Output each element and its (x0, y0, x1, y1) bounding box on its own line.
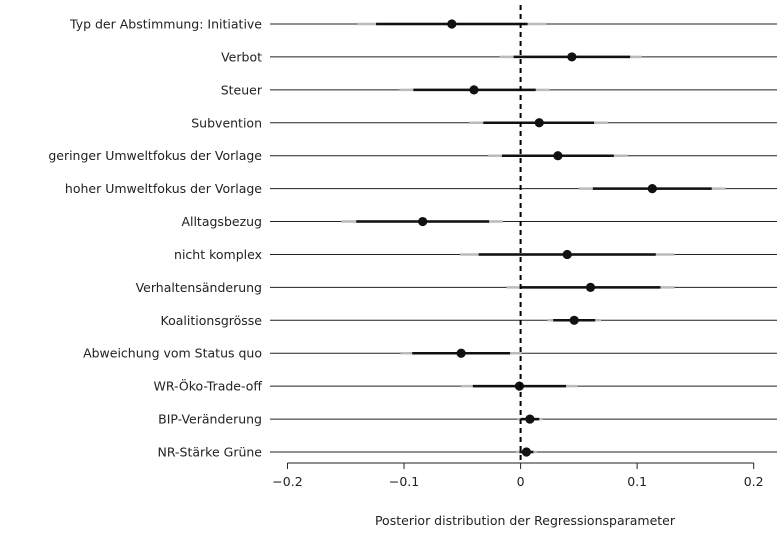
mean-point (521, 447, 532, 457)
mean-point (525, 414, 535, 424)
forest-row: Abweichung vom Status quo (83, 346, 777, 361)
mean-point (456, 348, 466, 358)
forest-row: Subvention (191, 115, 777, 130)
x-axis: −0.2 −0.1 0 0.1 0.2 (272, 462, 764, 489)
row-label: geringer Umweltfokus der Vorlage (48, 148, 262, 163)
x-tick-label: 0 (517, 474, 525, 489)
row-label: Abweichung vom Status quo (83, 346, 262, 361)
forest-row: nicht komplex (174, 247, 777, 262)
mean-point (534, 118, 544, 128)
mean-point (418, 216, 428, 227)
row-label: nicht komplex (174, 247, 262, 262)
mean-point (585, 282, 596, 292)
forest-row: BIP-Veränderung (158, 412, 777, 427)
forest-row: WR-Öko-Trade-off (154, 378, 777, 394)
forest-row: Koalitionsgrösse (161, 313, 777, 328)
forest-row: Verhaltensänderung (136, 280, 777, 295)
row-label: Typ der Abstimmung: Initiative (69, 17, 262, 32)
forest-row: Steuer (221, 82, 777, 97)
forest-row: Verbot (221, 49, 777, 64)
forest-row: hoher Umweltfokus der Vorlage (65, 181, 777, 196)
x-tick-label: 0.2 (744, 474, 764, 489)
x-tick-label: −0.2 (272, 474, 302, 489)
rows-layer: Typ der Abstimmung: Initiative Verbot Steu… (48, 17, 777, 460)
mean-point (562, 249, 572, 260)
mean-point (514, 381, 525, 391)
forest-row: NR-Stärke Grüne (158, 445, 777, 460)
mean-point (469, 85, 479, 95)
forest-row: Alltagsbezug (181, 214, 777, 229)
mean-point (447, 19, 457, 29)
x-tick-label: 0.1 (627, 474, 647, 489)
row-label: Subvention (191, 115, 262, 130)
x-axis-label: Posterior distribution der Regressionspa… (375, 513, 676, 528)
row-label: NR-Stärke Grüne (158, 445, 263, 460)
row-label: Koalitionsgrösse (161, 313, 263, 328)
forest-row: geringer Umweltfokus der Vorlage (48, 148, 777, 163)
row-label: WR-Öko-Trade-off (154, 378, 263, 394)
row-label: hoher Umweltfokus der Vorlage (65, 181, 262, 196)
row-label: Alltagsbezug (181, 214, 262, 229)
x-tick-label: −0.1 (389, 474, 419, 489)
mean-point (647, 184, 657, 194)
mean-point (553, 151, 563, 161)
row-label: Verhaltensänderung (136, 280, 262, 295)
row-label: BIP-Veränderung (158, 412, 262, 427)
row-label: Steuer (221, 82, 263, 97)
mean-point (569, 315, 579, 325)
row-label: Verbot (221, 49, 262, 64)
mean-point (567, 52, 577, 62)
forest-row: Typ der Abstimmung: Initiative (69, 17, 777, 32)
